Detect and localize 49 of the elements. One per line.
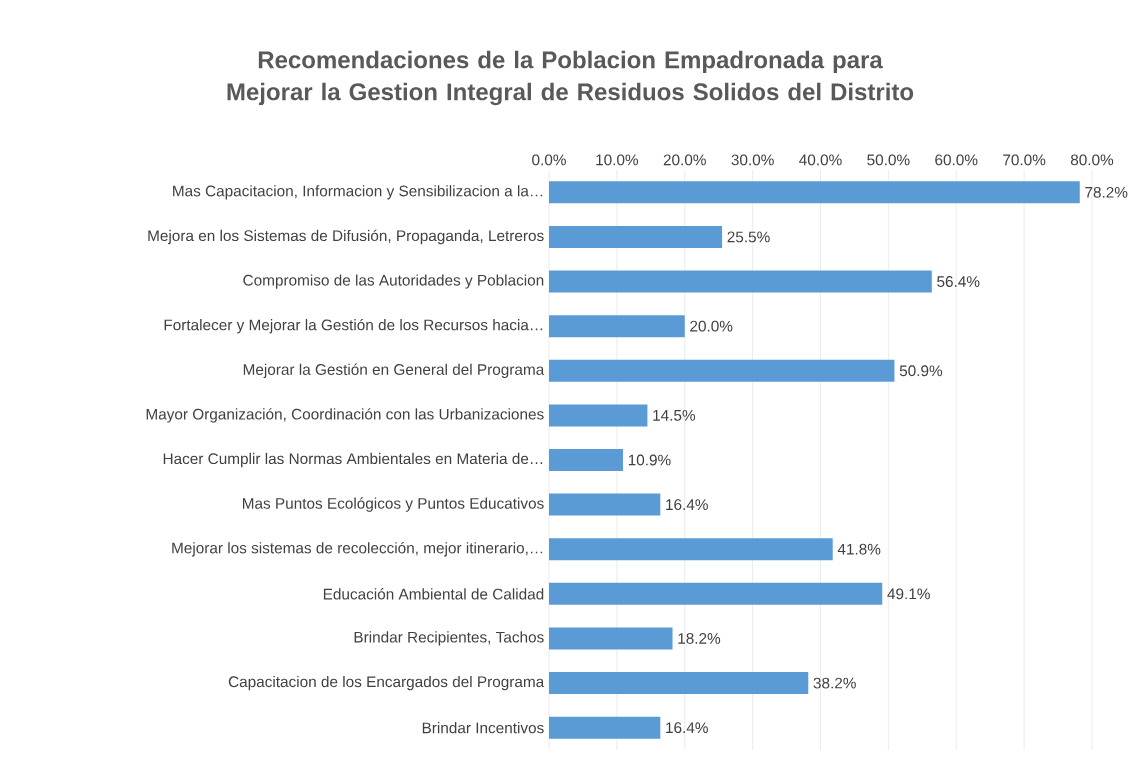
x-tick-label: 50.0% xyxy=(867,154,910,166)
data-label: 56.4% xyxy=(937,276,980,287)
bar xyxy=(549,716,661,739)
data-label: 10.9% xyxy=(628,454,671,466)
bar xyxy=(549,315,685,338)
y-tick-label: Educación Ambiental de Calidad xyxy=(323,588,544,600)
data-label: 16.4% xyxy=(666,722,708,734)
y-tick-label: Mejorar los sistemas de recolección, mejor itinerario,… xyxy=(172,541,543,557)
y-tick-label: Brindar Incentivos xyxy=(422,722,544,734)
x-tick-label: 80.0% xyxy=(1070,154,1114,166)
x-tick-label: 20.0% xyxy=(663,154,706,166)
x-tick-label: 40.0% xyxy=(799,154,842,166)
data-label: 16.4% xyxy=(666,499,708,511)
data-label: 18.2% xyxy=(678,633,721,644)
data-label: 41.8% xyxy=(837,543,881,555)
data-label: 20.0% xyxy=(690,320,733,332)
y-tick-label: Mayor Organización, Coordinación con las Urbanizaciones xyxy=(146,408,544,423)
y-tick-label: Mas Capacitacion, Informacion y Sensibilizacion a la… xyxy=(173,185,543,200)
bar xyxy=(549,181,1080,204)
x-tick-label: 10.0% xyxy=(596,154,639,166)
y-tick-label: Capacitacion de los Encargados del Programa xyxy=(228,675,545,691)
y-tick-label: Brindar Recipientes, Tachos xyxy=(354,631,544,646)
bar xyxy=(549,449,623,471)
bar xyxy=(549,404,648,427)
y-tick-label: Mas Puntos Ecológicos y Puntos Educativos xyxy=(242,497,544,512)
bar xyxy=(549,359,895,382)
x-tick-label: 30.0% xyxy=(731,154,774,166)
y-tick-label: Fortalecer y Mejorar la Gestión de los Recursos hacia… xyxy=(164,318,543,334)
bar xyxy=(549,627,673,650)
bar xyxy=(549,225,723,248)
x-tick-label: 0.0% xyxy=(532,154,566,166)
bar xyxy=(549,538,833,561)
y-tick-label: Hacer Cumplir las Normas Ambientales en Materia de… xyxy=(163,452,543,468)
bar xyxy=(549,270,932,293)
y-tick-label: Compromiso de las Autoridades y Poblacion xyxy=(243,274,544,289)
y-tick-label: Mejora en los Sistemas de Difusión, Propaganda, Letreros xyxy=(148,229,544,245)
data-label: 50.9% xyxy=(899,365,943,377)
chart-title: Recomendaciones de la Poblacion Empadronada para Mejorar la Gestion Integral de Residuos Solidos del Distrito xyxy=(227,50,914,106)
x-tick-label: 60.0% xyxy=(935,154,978,166)
data-label: 14.5% xyxy=(653,409,696,421)
bar xyxy=(549,672,809,695)
bar xyxy=(549,582,883,605)
y-tick-label: Mejorar la Gestión en General del Programa xyxy=(243,363,545,378)
bar xyxy=(549,493,661,516)
x-tick-label: 70.0% xyxy=(1003,154,1046,166)
data-label: 78.2% xyxy=(1085,186,1128,198)
data-label: 49.1% xyxy=(887,588,930,600)
data-label: 38.2% xyxy=(813,677,856,689)
data-label: 25.5% xyxy=(727,231,770,243)
